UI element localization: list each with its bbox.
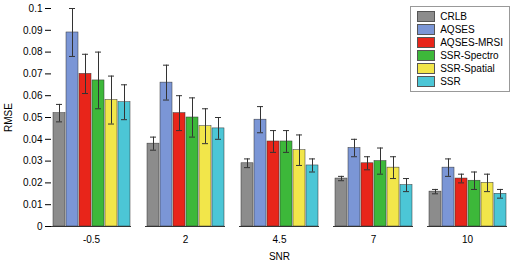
html-text:SSR-Spectro: SSR-Spectro <box>440 50 499 61</box>
svg-text:4.5: 4.5 <box>273 234 287 245</box>
svg-text:0.07: 0.07 <box>23 68 43 79</box>
html-text:CRLB: CRLB <box>440 11 467 22</box>
svg-text:0.09: 0.09 <box>23 25 43 36</box>
svg-text:0: 0 <box>37 221 43 232</box>
svg-text:0.1: 0.1 <box>29 3 43 14</box>
svg-text:0.01: 0.01 <box>23 199 43 210</box>
svg-text:SNR: SNR <box>269 251 290 262</box>
svg-text:0.04: 0.04 <box>23 134 43 145</box>
svg-text:0.08: 0.08 <box>23 46 43 57</box>
svg-text:RMSE: RMSE <box>3 103 14 132</box>
svg-text:10: 10 <box>462 234 474 245</box>
html-text:AQSES-MRSI: AQSES-MRSI <box>440 37 503 48</box>
svg-text:0.02: 0.02 <box>23 177 43 188</box>
svg-text:0.03: 0.03 <box>23 155 43 166</box>
html-text:SSR: SSR <box>440 76 461 87</box>
html-text:AQSES: AQSES <box>440 24 475 35</box>
svg-text:0.06: 0.06 <box>23 90 43 101</box>
svg-text:-0.5: -0.5 <box>83 234 101 245</box>
html-text:SSR-Spatial: SSR-Spatial <box>440 63 495 74</box>
svg-text:0.05: 0.05 <box>23 112 43 123</box>
svg-text:2: 2 <box>183 234 189 245</box>
svg-text:7: 7 <box>371 234 377 245</box>
